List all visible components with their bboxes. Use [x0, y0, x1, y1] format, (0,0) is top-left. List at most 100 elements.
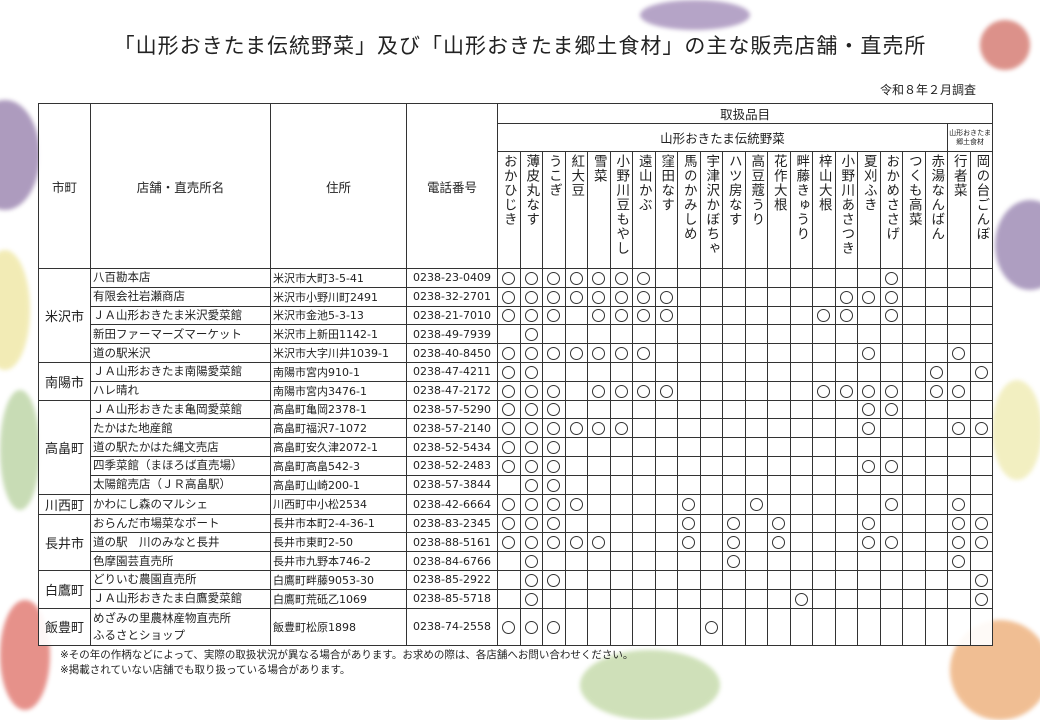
mark-cell — [609, 437, 633, 457]
mark-cell — [677, 551, 701, 571]
mark-cell — [834, 513, 858, 534]
mark-cell — [789, 588, 813, 609]
mark-cell — [879, 268, 903, 288]
mark-cell — [699, 607, 723, 646]
mark-cell — [632, 418, 656, 439]
mark-cell — [677, 532, 701, 553]
mark-cell — [744, 588, 768, 609]
table-row: 白鷹町 どりいむ農園直売所 白鷹町畔藤9053-30 0238-85-2922 — [38, 569, 994, 609]
mark-cell — [857, 380, 881, 401]
mark-cell — [564, 380, 588, 401]
mark-cell — [587, 513, 611, 534]
mark-cell — [789, 399, 813, 420]
mark-cell — [609, 418, 633, 439]
mark-cell — [902, 380, 926, 401]
table-row: 道の駅たかはた縄文売店 高畠町安久津2072-1 0238-52-5434 — [39, 437, 994, 457]
mark-cell — [902, 493, 926, 515]
circle-mark-icon — [524, 478, 538, 492]
mark-cell — [564, 324, 588, 345]
mark-cell — [902, 286, 926, 307]
mark-cell — [812, 361, 836, 382]
store-phone: 0238-84-6766 — [406, 551, 498, 571]
circle-mark-icon — [547, 290, 561, 304]
store-phone: 0238-32-2701 — [406, 286, 498, 307]
mark-cell — [834, 474, 858, 495]
circle-mark-icon — [952, 498, 966, 512]
mark-cell — [857, 343, 881, 363]
mark-cell — [924, 474, 948, 495]
circle-mark-icon — [524, 365, 538, 379]
header-store: 店舗・直売所名 — [90, 103, 271, 269]
circle-mark-icon — [502, 384, 516, 398]
mark-cell — [834, 305, 858, 326]
circle-mark-icon — [862, 422, 876, 436]
mark-cell — [947, 474, 971, 495]
mark-cell — [767, 343, 791, 363]
mark-cell — [789, 551, 813, 571]
mark-cell — [767, 493, 791, 515]
mark-cell — [812, 493, 836, 515]
mark-cell — [677, 437, 701, 457]
store-phone: 0238-74-2558 — [406, 607, 498, 646]
circle-mark-icon — [952, 384, 966, 398]
circle-mark-icon — [502, 290, 516, 304]
store-phone: 0238-47-4211 — [406, 361, 498, 382]
vegetable-label: 薄皮丸なす — [523, 154, 540, 227]
header-vegetable: おかめささげ — [879, 151, 903, 269]
mark-cell — [699, 474, 723, 495]
mark-cell — [722, 361, 746, 382]
store-name: ＪＡ山形おきたま亀岡愛菜館 — [90, 399, 271, 420]
town-cell: 飯豊町 — [38, 607, 91, 646]
store-name: 色摩園芸直売所 — [90, 551, 271, 571]
circle-mark-icon — [974, 517, 988, 531]
mark-cell — [812, 418, 836, 439]
mark-cell — [519, 513, 543, 534]
circle-mark-icon — [659, 384, 673, 398]
circle-mark-icon — [884, 459, 898, 473]
store-name: めざみの里農林産物直売所 ふるさとショップ — [90, 607, 271, 646]
mark-cell — [654, 532, 678, 553]
mark-cell — [587, 361, 611, 382]
circle-mark-icon — [727, 517, 741, 531]
circle-mark-icon — [884, 290, 898, 304]
mark-cell — [564, 513, 588, 534]
mark-cell — [699, 513, 723, 534]
mark-cell — [632, 343, 656, 363]
mark-cell — [924, 399, 948, 420]
mark-cell — [789, 474, 813, 495]
town-cell: 高畠町 — [38, 399, 91, 495]
mark-cell — [902, 324, 926, 345]
mark-cell — [497, 380, 521, 401]
vegetable-label: 紅大豆 — [568, 154, 585, 198]
mark-cell — [587, 474, 611, 495]
mark-cell — [947, 437, 971, 457]
mark-cell — [519, 551, 543, 571]
store-name: 道の駅米沢 — [90, 343, 271, 363]
circle-mark-icon — [862, 517, 876, 531]
header-vegetable: 赤湯なんばん — [924, 151, 948, 269]
mark-cell — [497, 588, 521, 609]
mark-cell — [519, 305, 543, 326]
mark-cell — [902, 418, 926, 439]
mark-cell — [789, 418, 813, 439]
mark-cell — [924, 361, 948, 382]
store-name: 四季菜館（まほろば直売場） — [90, 455, 271, 476]
circle-mark-icon — [974, 592, 988, 606]
mark-cell — [587, 305, 611, 326]
circle-mark-icon — [547, 441, 561, 455]
mark-cell — [969, 607, 994, 646]
store-name: どりいむ農園直売所 — [90, 569, 271, 590]
table-row: 米沢市 八百勘本店 米沢市大町3-5-41 0238-23-0409 — [38, 268, 994, 363]
mark-cell — [834, 361, 858, 382]
store-address: 川西町中小松2534 — [270, 493, 407, 515]
vegetable-illustration — [640, 0, 750, 30]
circle-mark-icon — [614, 384, 628, 398]
mark-cell — [857, 361, 881, 382]
vegetable-label: うこぎ — [545, 154, 562, 198]
vegetable-label: おかひじき — [500, 154, 517, 227]
mark-cell — [812, 437, 836, 457]
mark-cell — [632, 324, 656, 345]
mark-cell — [812, 268, 836, 288]
mark-cell — [857, 513, 881, 534]
header-vegetable: 小野川豆もやし — [609, 151, 633, 269]
